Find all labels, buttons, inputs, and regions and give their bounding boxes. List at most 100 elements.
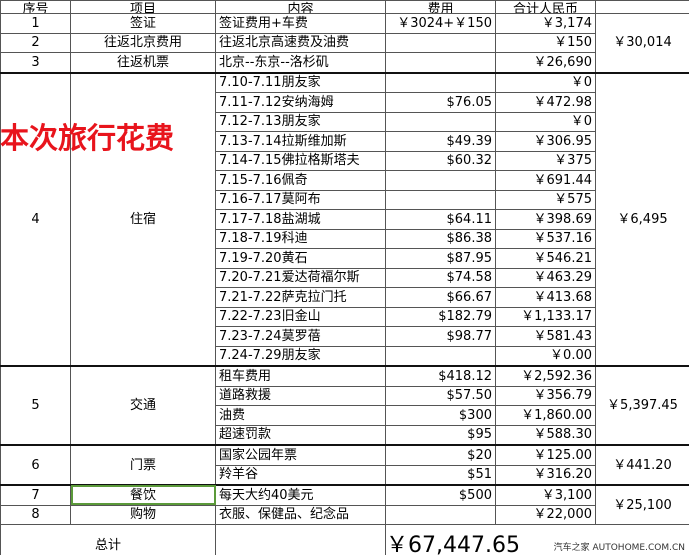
table-row: 7.22-7.23旧金山 $182.79 ￥1,133.17 [1, 306, 689, 327]
content-cell: 签证费用+车费 [215, 13, 386, 34]
rmb-cell: ￥150 [495, 32, 596, 53]
content-cell: 租车费用 [215, 365, 386, 387]
rmb-cell: ￥22,000 [495, 504, 596, 525]
table-row: 7 餐饮 每天大约40美元 $500 ￥3,100 ￥25,100 [0, 484, 689, 525]
content-cell: 衣服、保健品、纪念品 [215, 504, 386, 525]
content-cell: 7.15-7.16佩奇 [215, 170, 386, 191]
table-row: 7.24-7.29朋友家 ￥0.00 [1, 345, 689, 367]
cost-cell [385, 71, 496, 93]
content-cell: 国家公园年票 [215, 444, 386, 466]
table-row: 8 购物 衣服、保健品、纪念品 ￥22,000 [0, 504, 689, 525]
content-cell: 道路救援 [215, 385, 386, 406]
rmb-cell: ￥3,174 [495, 13, 596, 34]
grand-total-value: ￥67,447.65 [385, 524, 689, 555]
rmb-cell: ￥546.21 [495, 248, 596, 269]
section-total: ￥30,014 [595, 13, 689, 73]
content-cell: 油费 [215, 405, 386, 426]
overlay-title: 本次旅行花费 [0, 121, 175, 155]
cost-cell: $300 [385, 405, 496, 426]
content-cell: 7.16-7.17莫阿布 [215, 189, 386, 210]
cost-cell: $87.95 [385, 248, 496, 269]
item-number: 7 [0, 484, 71, 506]
rmb-cell: ￥581.43 [495, 326, 596, 347]
rmb-cell: ￥125.00 [495, 444, 596, 466]
cost-cell [385, 170, 496, 191]
cost-cell: $76.05 [385, 92, 496, 113]
table-row: 7.17-7.18盐湖城 $64.11 ￥398.69 [1, 209, 689, 230]
cost-cell: $60.32 [385, 150, 496, 171]
rmb-cell: ￥306.95 [495, 131, 596, 152]
table-row: 羚羊谷 $51 ￥316.20 [1, 464, 689, 486]
item-number: 2 [0, 32, 71, 53]
item-name: 餐饮 [70, 484, 216, 506]
table-row: 超速罚款 $95 ￥588.30 [1, 424, 689, 446]
cost-cell [385, 504, 496, 525]
cost-cell: $51 [385, 464, 496, 486]
content-cell: 羚羊谷 [215, 464, 386, 486]
rmb-cell: ￥575 [495, 189, 596, 210]
content-cell: 7.19-7.20黄石 [215, 248, 386, 269]
rmb-cell: ￥356.79 [495, 385, 596, 406]
watermark: 汽车之家 AUTOHOME.COM.CN [553, 543, 685, 553]
header-row: 序号 项目 内容 费用 合计人民币 [0, 0, 689, 14]
cost-cell [385, 189, 496, 210]
table-body: 1 签证 签证费用+车费 ￥3024+￥150 ￥3,174 ￥30,014 2 往返北京费用… [0, 13, 689, 555]
rmb-cell: ￥588.30 [495, 424, 596, 446]
rmb-cell: ￥2,592.36 [495, 365, 596, 387]
rmb-cell: ￥3,100 [495, 484, 596, 506]
item-name: 往返机票 [70, 52, 216, 73]
cost-cell: $95 [385, 424, 496, 446]
content-cell: 7.11-7.12安纳海姆 [215, 92, 386, 113]
cost-cell: $182.79 [385, 306, 496, 327]
cost-cell [385, 111, 496, 132]
rmb-cell: ￥0.00 [495, 345, 596, 367]
spacer-cell [215, 524, 386, 555]
grand-total-row: 总计 ￥67,447.65 [0, 524, 689, 555]
cost-cell: $86.38 [385, 228, 496, 249]
content-cell: 7.13-7.14拉斯维加斯 [215, 131, 386, 152]
cost-cell [385, 345, 496, 367]
rmb-cell: ￥398.69 [495, 209, 596, 230]
table-row: 道路救援 $57.50 ￥356.79 [1, 385, 689, 406]
table-row: 5 交通 租车费用 $418.12 ￥2,592.36 ￥5,397.45 [0, 365, 689, 446]
cost-cell: $98.77 [385, 326, 496, 347]
cost-cell: $418.12 [385, 365, 496, 387]
section-total: ￥25,100 [595, 484, 689, 525]
table-row: 2 往返北京费用 往返北京高速费及油费 ￥150 [0, 32, 689, 53]
grand-total-label: 总计 [0, 524, 216, 555]
cost-cell: $66.67 [385, 287, 496, 308]
table-row: 7.16-7.17莫阿布 ￥575 [1, 189, 689, 210]
cost-cell [385, 52, 496, 73]
item-number: 3 [0, 52, 71, 73]
table-row: 7.11-7.12安纳海姆 $76.05 ￥472.98 [1, 92, 689, 113]
content-cell: 7.20-7.21爱达荷福尔斯 [215, 267, 386, 288]
header-cell: 合计人民币 [495, 0, 596, 14]
content-cell: 7.10-7.11朋友家 [215, 71, 386, 93]
content-cell: 7.17-7.18盐湖城 [215, 209, 386, 230]
item-number: 5 [0, 365, 71, 446]
item-name: 签证 [70, 13, 216, 34]
content-cell: 7.18-7.19科迪 [215, 228, 386, 249]
cost-cell: $49.39 [385, 131, 496, 152]
content-cell: 往返北京高速费及油费 [215, 32, 386, 53]
table-row: 7.23-7.24莫罗蓓 $98.77 ￥581.43 [1, 326, 689, 347]
header-cell: 内容 [215, 0, 386, 14]
table-row: 7.21-7.22萨克拉门托 $66.67 ￥413.68 [1, 287, 689, 308]
item-number: 6 [0, 444, 71, 486]
rmb-cell: ￥413.68 [495, 287, 596, 308]
content-cell: 超速罚款 [215, 424, 386, 446]
rmb-cell: ￥1,133.17 [495, 306, 596, 327]
cost-cell: $74.58 [385, 267, 496, 288]
content-cell: 7.22-7.23旧金山 [215, 306, 386, 327]
section-total: ￥441.20 [595, 444, 689, 486]
section-total: ￥6,495 [595, 71, 689, 367]
item-number: 1 [0, 13, 71, 34]
cost-cell: $500 [385, 484, 496, 506]
header-cell: 序号 [0, 0, 71, 14]
cost-cell: $57.50 [385, 385, 496, 406]
section-total: ￥5,397.45 [595, 365, 689, 446]
cost-cell [385, 32, 496, 53]
table-row: 1 签证 签证费用+车费 ￥3024+￥150 ￥3,174 ￥30,014 [0, 13, 689, 73]
rmb-cell: ￥537.16 [495, 228, 596, 249]
